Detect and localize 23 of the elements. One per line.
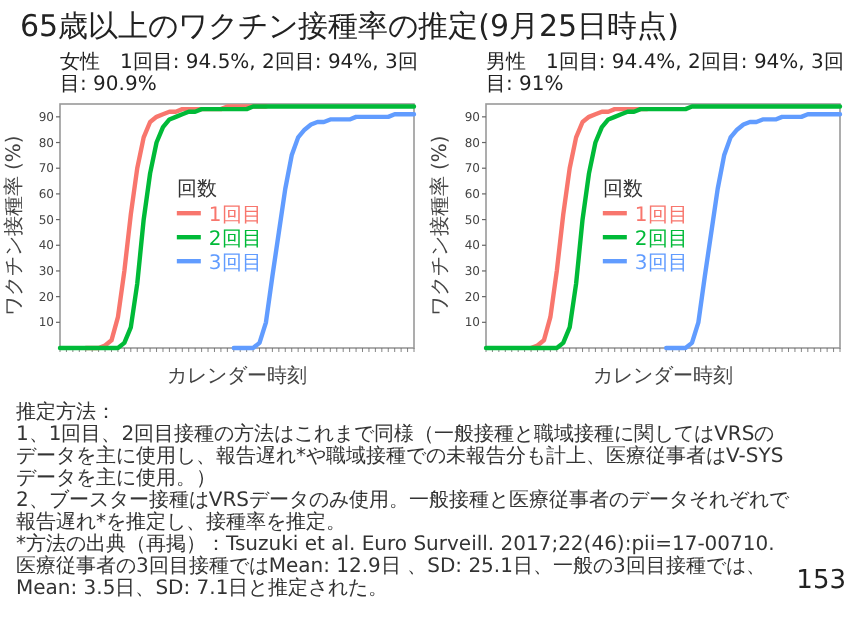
legend-label: 3回目 <box>634 253 688 276</box>
chart-subtitle: 男性 1回目: 94.4%, 2回目: 94%, 3回目: 91% <box>486 52 844 96</box>
line-series <box>57 104 417 351</box>
text: 153 <box>796 566 846 596</box>
legend-label: 3回目 <box>208 253 262 276</box>
text: 2、ブースター接種はVRSデータのみ使用。一般接種と医療従事者のデータそれぞれで報告遅れ*を推定し、接種率を推定。 <box>16 490 791 534</box>
line-series <box>664 112 843 351</box>
text: *方法の出典（再掲）：Tsuzuki et al. Euro Surveill. 2017;22(46):pii=17-00710.医療従事者の3回目接種ではMean: 12.9日 、SD: 25.1日、一般の3回目接種では、Mean: 3.5日、SD: 7.1日と推定された。 <box>16 534 777 600</box>
legend-label: 1回目 <box>634 205 688 228</box>
legend-title: 回数 <box>602 179 643 202</box>
text: 1、1回目、2回目接種の方法はこれまで同様（一般接種と職域接種に関してはVRSのデータを主に使用し、報告遅れ*や職域接種での未報告分も計上、医療従事者はV-SYSデータを主に使用。） <box>16 424 786 490</box>
legend-label: 1回目 <box>208 205 262 228</box>
x-axis-title: カレンダー時刻 <box>593 364 733 388</box>
legend-label: 2回目 <box>634 229 688 252</box>
y-axis-title: ワクチン接種率 (%) <box>2 135 26 317</box>
chart-title: 65歳以上のワクチン接種率の推定(9月25日時点) <box>18 6 681 48</box>
line-series <box>483 104 843 351</box>
legend-title: 回数 <box>176 179 217 202</box>
y-axis-title: ワクチン接種率 (%) <box>428 135 452 317</box>
x-axis-title: カレンダー時刻 <box>167 364 307 388</box>
text: 推定方法： <box>16 402 118 424</box>
chart-subtitle: 女性 1回目: 94.5%, 2回目: 94%, 3回目: 90.9% <box>60 52 418 96</box>
legend-label: 2回目 <box>208 229 262 252</box>
